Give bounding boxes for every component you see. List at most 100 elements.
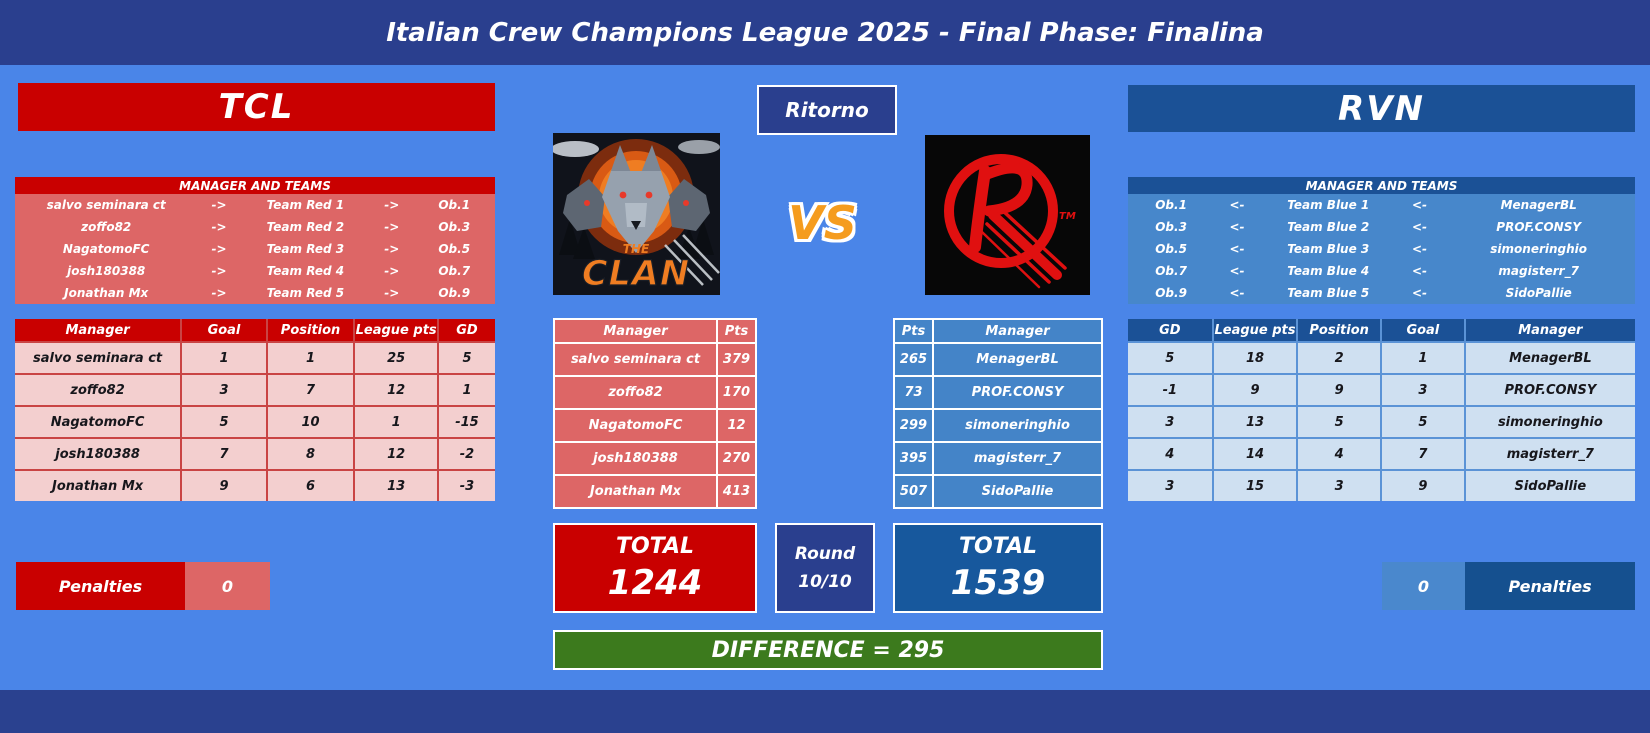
arrow-right-icon: -> — [211, 264, 227, 278]
column-header: Position — [267, 319, 354, 341]
page-title: Italian Crew Champions League 2025 - Fin… — [386, 17, 1264, 48]
stats-header-row: Manager Goal Position League pts GD — [15, 319, 495, 341]
tcl-roster-table: MANAGER AND TEAMS salvo seminara ct -> Tea… — [15, 177, 495, 304]
points-row: 395 magisterr_7 — [895, 443, 1101, 474]
arrow-left-icon: <- — [1411, 264, 1428, 278]
stats-cell: 5 — [182, 407, 266, 437]
arrow-left-icon: <- — [1411, 242, 1428, 256]
roster-cell: Ob.1 — [1155, 198, 1187, 212]
arrow-left-icon: <- — [1229, 198, 1245, 212]
roster-cell: Team Blue 1 — [1287, 198, 1370, 212]
stats-row: Jonathan Mx 9 6 13 -3 — [15, 471, 495, 501]
column-header: Manager — [934, 320, 1101, 342]
ritorno-button[interactable]: Ritorno — [757, 85, 897, 135]
stats-row: 3 15 3 9 SidoPallie — [1128, 471, 1635, 501]
stats-cell: 13 — [355, 471, 437, 501]
bottom-bar — [0, 690, 1650, 733]
round-label: Round — [794, 544, 856, 564]
points-row: zoffo82 170 — [555, 377, 755, 408]
arrow-right-icon: -> — [211, 198, 227, 212]
manager-name: simoneringhio — [934, 410, 1101, 441]
tcl-team-name: TCL — [218, 87, 295, 127]
roster-row: Ob.9 <- Team Blue 5 <- SidoPallie — [1128, 282, 1635, 304]
claw-mark — [664, 244, 704, 286]
roster-cell: Team Blue 3 — [1287, 242, 1370, 256]
arrow-right-icon: -> — [384, 264, 400, 278]
tcl-penalties-label: Penalties — [16, 562, 185, 610]
manager-name: josh180388 — [555, 443, 716, 474]
stats-cell: 5 — [1298, 407, 1381, 437]
stats-cell: 8 — [267, 439, 354, 469]
roster-cell: Ob.3 — [438, 220, 471, 234]
stats-cell: 3 — [1128, 407, 1212, 437]
stats-cell: zoffo82 — [15, 375, 181, 405]
arrow-left-icon: <- — [1411, 220, 1428, 234]
r-crew-logo: TM — [925, 135, 1090, 295]
points-row: 73 PROF.CONSY — [895, 377, 1101, 408]
arrow-left-icon: <- — [1229, 286, 1245, 300]
column-header: Manager — [15, 319, 181, 341]
roster-cell: Ob.5 — [438, 242, 471, 256]
arrow-left-icon: <- — [1411, 286, 1428, 300]
stats-cell: -15 — [438, 407, 495, 437]
rvn-roster-title: MANAGER AND TEAMS — [1128, 177, 1635, 194]
manager-name: MenagerBL — [934, 344, 1101, 375]
stats-cell: 5 — [1382, 407, 1464, 437]
points-value: 379 — [718, 344, 755, 375]
points-value: 73 — [895, 377, 932, 408]
roster-cell: Team Red 1 — [266, 198, 345, 212]
roster-row: salvo seminara ct -> Team Red 1 -> Ob.1 — [15, 194, 495, 216]
stats-cell: josh180388 — [15, 439, 181, 469]
roster-row: zoffo82 -> Team Red 2 -> Ob.3 — [15, 216, 495, 238]
clan-logo-big-text: CLAN — [582, 254, 690, 294]
stats-cell: simoneringhio — [1465, 407, 1635, 437]
roster-cell: Team Red 2 — [266, 220, 345, 234]
stats-cell: -1 — [1128, 375, 1212, 405]
arrow-right-icon: -> — [384, 242, 400, 256]
ritorno-label: Ritorno — [785, 98, 869, 122]
stats-cell: 14 — [1213, 439, 1297, 469]
round-box: Round 10/10 — [775, 523, 875, 613]
tcl-points-table: Manager Pts salvo seminara ct 379 zoffo82 1… — [553, 318, 757, 509]
column-header: Manager — [1465, 319, 1635, 341]
stats-cell: 7 — [267, 375, 354, 405]
column-header: Pts — [718, 320, 755, 342]
points-row: NagatomoFC 12 — [555, 410, 755, 441]
points-row: salvo seminara ct 379 — [555, 344, 755, 375]
stats-cell: 9 — [1213, 375, 1297, 405]
roster-row: NagatomoFC -> Team Red 3 -> Ob.5 — [15, 238, 495, 260]
tcl-stats-table: Manager Goal Position League pts GD salvo se… — [15, 319, 495, 501]
title-bar: Italian Crew Champions League 2025 - Fin… — [0, 0, 1650, 65]
roster-cell: Ob.1 — [438, 198, 471, 212]
rvn-team-header: RVN — [1128, 85, 1635, 132]
manager-name: PROF.CONSY — [934, 377, 1101, 408]
column-header: League pts — [1213, 319, 1297, 341]
roster-cell: salvo seminara ct — [46, 198, 166, 212]
side-wolf-right — [668, 179, 710, 231]
the-clan-wolves-logo: THE CLAN — [553, 133, 720, 295]
arrow-left-icon: <- — [1411, 198, 1428, 212]
points-row: Jonathan Mx 413 — [555, 476, 755, 507]
stats-cell: salvo seminara ct — [15, 343, 181, 373]
wolf-eye — [619, 191, 627, 199]
roster-cell: Ob.9 — [1155, 286, 1187, 300]
points-value: 395 — [895, 443, 932, 474]
points-row: josh180388 270 — [555, 443, 755, 474]
side-wolf-left — [563, 179, 605, 231]
rvn-points-table: Pts Manager 265 MenagerBL 73 PROF.CONSY 299… — [893, 318, 1103, 509]
stats-cell: PROF.CONSY — [1465, 375, 1635, 405]
stats-cell: 9 — [1298, 375, 1381, 405]
r-letter-leg — [988, 210, 1062, 280]
roster-cell: Team Blue 5 — [1287, 286, 1370, 300]
rvn-total-value: 1539 — [950, 562, 1046, 603]
rvn-stats-table: GD League pts Position Goal Manager 5 18 2 1 Men… — [1128, 319, 1635, 501]
manager-name: Jonathan Mx — [555, 476, 716, 507]
roster-cell: Team Blue 4 — [1287, 264, 1370, 278]
clan-logo-small-text: THE — [623, 242, 650, 256]
arrow-right-icon: -> — [384, 286, 400, 300]
stats-row: NagatomoFC 5 10 1 -15 — [15, 407, 495, 437]
stats-cell: 13 — [1213, 407, 1297, 437]
vs-label: VS — [788, 196, 857, 250]
points-row: 265 MenagerBL — [895, 344, 1101, 375]
